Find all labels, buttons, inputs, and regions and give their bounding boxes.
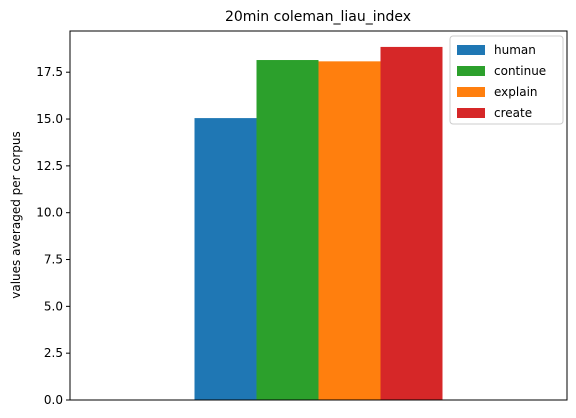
bar-create <box>380 46 443 400</box>
y-tick-label: 0.0 <box>44 393 63 407</box>
chart-title: 20min coleman_liau_index <box>225 9 411 25</box>
bars-group <box>194 46 443 401</box>
y-tick-label: 12.5 <box>36 159 63 173</box>
y-tick-label: 7.5 <box>44 253 63 267</box>
y-tick-label: 2.5 <box>44 346 63 360</box>
bar-continue <box>256 60 319 401</box>
legend-label-explain: explain <box>494 85 538 99</box>
legend-frame <box>449 35 564 125</box>
legend-swatch-human <box>457 45 485 55</box>
legend-label-continue: continue <box>494 64 546 78</box>
legend-swatch-explain <box>457 87 485 97</box>
legend-swatch-create <box>457 108 485 118</box>
y-tick-label: 10.0 <box>36 206 63 220</box>
legend: human continue explain create <box>449 35 564 125</box>
bar-explain <box>318 61 381 400</box>
y-tick-label: 15.0 <box>36 112 63 126</box>
plot-frame <box>69 30 568 401</box>
y-axis-ticks: 0.0 2.5 5.0 7.5 10.0 12.5 15.0 17.5 <box>36 65 70 407</box>
legend-swatch-continue <box>457 66 485 76</box>
y-tick-label: 5.0 <box>44 299 63 313</box>
legend-label-human: human <box>494 43 536 57</box>
y-tick-label: 17.5 <box>36 65 63 79</box>
legend-label-create: create <box>494 106 532 120</box>
bar-human <box>194 118 257 400</box>
y-axis-label: values averaged per corpus <box>9 131 23 299</box>
